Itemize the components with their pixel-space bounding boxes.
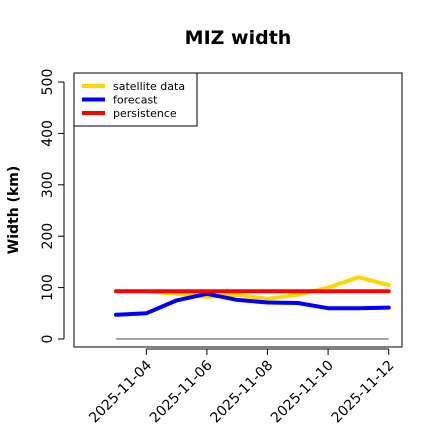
y-axis-title: Width (km) [6, 166, 22, 255]
y-tick-label: 100 [40, 274, 56, 301]
y-tick-label: 300 [40, 171, 56, 198]
chart-title: MIZ width [185, 27, 292, 49]
legend-label: persistence [113, 107, 177, 120]
y-tick-label: 200 [40, 223, 56, 250]
x-tick-label: 2025-11-12 [329, 358, 398, 427]
x-tick-label: 2025-11-06 [147, 357, 216, 426]
series-line-forecast [114, 291, 391, 317]
y-tick-label: 0 [40, 335, 56, 344]
plot-frame [73, 72, 403, 348]
y-tick-label: 500 [40, 69, 56, 96]
series-line-satellite-data [114, 275, 391, 301]
x-tick-label: 2025-11-04 [86, 357, 155, 426]
x-tick-label: 2025-11-08 [207, 358, 276, 427]
legend-label: satellite data [113, 80, 185, 93]
y-tick-label: 400 [40, 120, 56, 147]
legend-label: forecast [113, 94, 158, 107]
x-tick-label: 2025-11-10 [268, 358, 337, 427]
